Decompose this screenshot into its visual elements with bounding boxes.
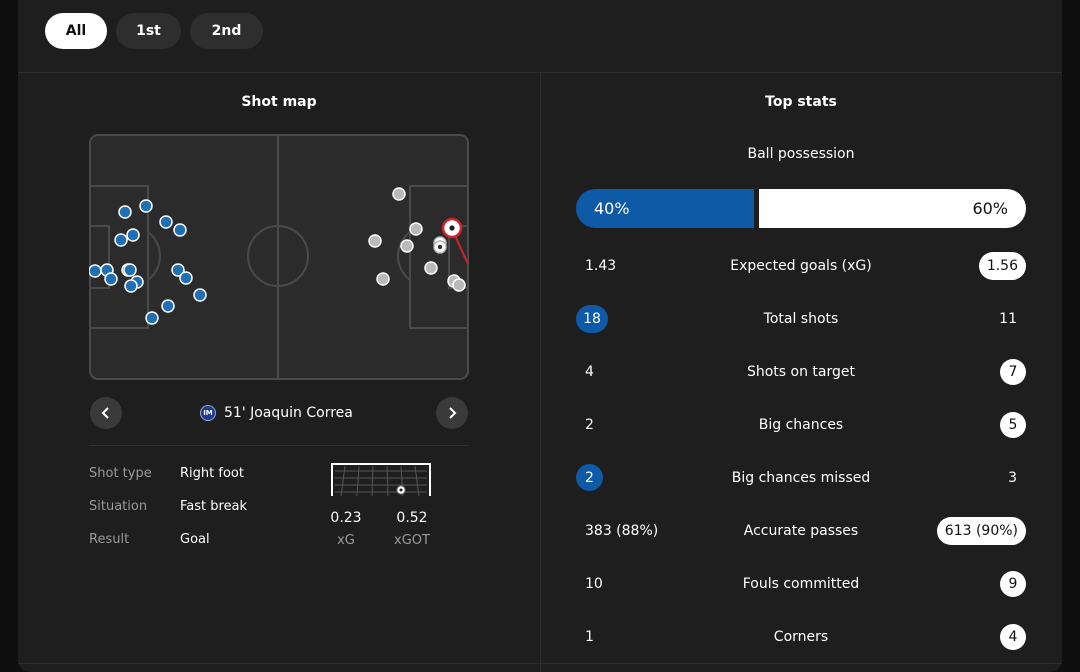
shot-marker: [123, 263, 137, 277]
period-tabs: All 1st 2nd: [45, 13, 263, 49]
detail-key: Situation: [89, 499, 148, 514]
stat-away-value: 7: [1000, 359, 1026, 385]
shot-marker: [139, 199, 153, 213]
stat-row-shots-on-target: 4 Shots on target 7: [576, 358, 1026, 388]
shot-marker: [193, 288, 207, 302]
center-circle: [247, 225, 309, 287]
stat-label: Corners: [773, 629, 829, 645]
stat-row-corners: 1 Corners 4: [576, 623, 1026, 653]
ball-patch: [449, 225, 455, 231]
stat-away-value: 11: [999, 311, 1017, 327]
stat-home-value: 2: [576, 464, 603, 491]
tab-2nd[interactable]: 2nd: [190, 13, 263, 49]
stat-label: Total shots: [763, 311, 839, 327]
shot-marker: [368, 234, 382, 248]
goal-frame-icon: [331, 463, 431, 497]
shot-marker: [400, 239, 414, 253]
stat-row-big-chances: 2 Big chances 5: [576, 411, 1026, 441]
shot-marker: [126, 228, 140, 242]
xg-value: 0.23: [330, 510, 362, 526]
shot-marker: [159, 215, 173, 229]
stat-home-value: 1.43: [585, 258, 617, 274]
stat-away-value: 613 (90%): [936, 517, 1026, 545]
chevron-right-icon: [449, 407, 457, 419]
stat-away-value: 1.56: [978, 252, 1026, 280]
stat-label: Shots on target: [746, 364, 855, 380]
stat-label: Big chances missed: [731, 470, 871, 486]
divider: [540, 72, 541, 672]
xgot-label: xGOT: [394, 533, 430, 548]
shot-map-pitch[interactable]: [89, 134, 469, 380]
team-crest-icon: IM: [200, 405, 216, 421]
chevron-left-icon: [101, 407, 109, 419]
possession-away-bar: 60%: [759, 189, 1026, 228]
possession-home-bar: 40%: [576, 189, 754, 228]
stat-away-value: 9: [1000, 571, 1026, 597]
stat-row-fouls: 10 Fouls committed 9: [576, 570, 1026, 600]
detail-value: Right foot: [180, 466, 244, 481]
shot-marker: [89, 264, 102, 278]
left-six-yard-box: [89, 225, 110, 289]
stat-home-value: 2: [585, 417, 594, 433]
goal-markers: [433, 217, 469, 265]
left-penalty-arc: [147, 231, 161, 281]
shot-map-title: Shot map: [241, 94, 317, 110]
selected-shot-player: IM 51' Joaquin Correa: [200, 402, 353, 424]
stat-row-accurate-passes: 383 (88%) Accurate passes 613 (90%): [576, 517, 1026, 547]
stat-row-total-shots: 18 Total shots 11: [576, 305, 1026, 335]
shot-marker: [452, 278, 466, 292]
shot-marker: [118, 205, 132, 219]
stat-home-value: 383 (88%): [585, 523, 659, 539]
shot-marker: [424, 261, 438, 275]
detail-value: Fast break: [180, 499, 248, 514]
xgot-value: 0.52: [396, 510, 428, 526]
detail-key: Shot type: [89, 466, 152, 481]
stat-row-xg: 1.43 Expected goals (xG) 1.56: [576, 252, 1026, 282]
stat-away-value: 3: [1008, 470, 1017, 486]
stat-label: Big chances: [758, 417, 844, 433]
shot-marker: [173, 223, 187, 237]
stat-home-value: 4: [585, 364, 594, 380]
shot-marker: [161, 299, 175, 313]
stat-label: Expected goals (xG): [730, 258, 872, 274]
stat-home-value: 18: [576, 305, 608, 333]
top-stats-title: Top stats: [765, 94, 837, 110]
shot-marker: [104, 272, 118, 286]
detail-key: Result: [89, 532, 130, 547]
shot-marker: [114, 233, 128, 247]
possession-label: Ball possession: [747, 146, 855, 162]
right-penalty-arc: [397, 231, 411, 281]
xg-label: xG: [337, 533, 355, 548]
divider: [89, 445, 469, 446]
stat-row-big-chances-missed: 2 Big chances missed 3: [576, 464, 1026, 494]
shot-marker: [376, 272, 390, 286]
shot-marker: [392, 187, 406, 201]
stat-away-value: 5: [1000, 412, 1026, 438]
stat-label: Accurate passes: [743, 523, 859, 539]
previous-shot-button[interactable]: [90, 397, 122, 429]
tab-all[interactable]: All: [45, 13, 107, 49]
shot-marker: [124, 279, 138, 293]
ball-patch: [437, 244, 443, 250]
shot-marker: [145, 311, 159, 325]
shot-marker: [409, 222, 423, 236]
stat-away-value: 4: [1000, 624, 1026, 650]
stat-label: Fouls committed: [742, 576, 860, 592]
shot-marker: [171, 263, 185, 277]
shot-marker: [179, 271, 193, 285]
player-label: 51' Joaquin Correa: [224, 405, 353, 421]
divider: [18, 663, 1062, 664]
tab-1st[interactable]: 1st: [116, 13, 181, 49]
next-shot-button[interactable]: [436, 397, 468, 429]
stat-home-value: 1: [585, 629, 594, 645]
stat-home-value: 10: [585, 576, 603, 592]
away-shots: [368, 187, 466, 292]
detail-value: Goal: [180, 532, 210, 547]
home-shots: [89, 199, 207, 325]
